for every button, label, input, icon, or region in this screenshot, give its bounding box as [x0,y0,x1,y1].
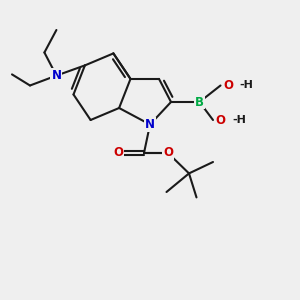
Text: O: O [215,113,226,127]
Text: -H: -H [239,80,253,91]
Text: O: O [163,146,173,160]
Text: B: B [195,95,204,109]
Text: -H: -H [232,115,246,125]
Text: O: O [113,146,124,160]
Text: N: N [51,69,62,82]
Text: N: N [145,118,155,131]
Text: O: O [223,79,233,92]
